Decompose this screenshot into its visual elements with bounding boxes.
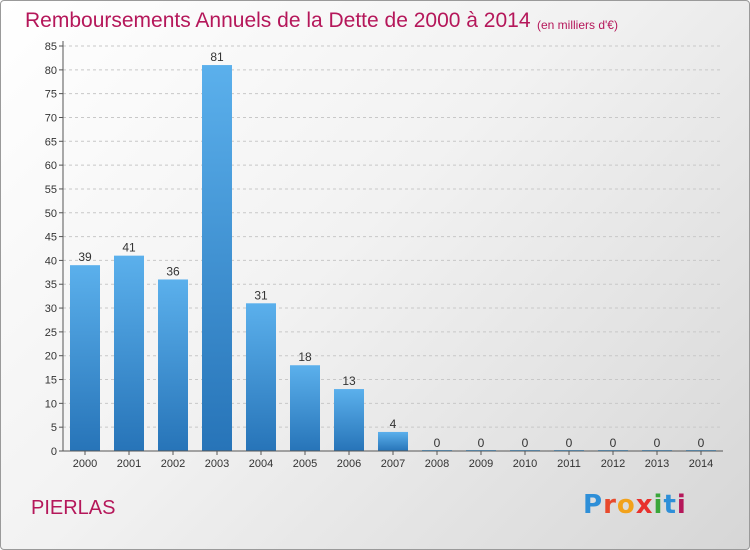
y-tick-label: 85 <box>45 41 57 53</box>
y-tick-label: 5 <box>51 422 57 434</box>
value-label-2010: 0 <box>522 436 529 450</box>
y-tick-label: 45 <box>45 232 57 244</box>
commune-name: PIERLAS <box>31 497 116 519</box>
value-label-2005: 18 <box>298 350 312 364</box>
x-tick-label-2004: 2004 <box>249 458 273 470</box>
value-label-2002: 36 <box>166 264 180 278</box>
x-tick-label-2005: 2005 <box>293 458 317 470</box>
value-label-2008: 0 <box>434 436 441 450</box>
x-tick-label-2001: 2001 <box>117 458 141 470</box>
value-label-2013: 0 <box>654 436 661 450</box>
bar-2007 <box>378 431 408 451</box>
y-tick-label: 25 <box>45 327 57 339</box>
bar-2001 <box>114 255 144 451</box>
x-tick-label-2007: 2007 <box>381 458 405 470</box>
value-label-2004: 31 <box>254 288 268 302</box>
value-label-2014: 0 <box>698 436 705 450</box>
value-label-2000: 39 <box>78 250 92 264</box>
y-tick-label: 15 <box>45 375 57 387</box>
bar-2002 <box>158 279 188 451</box>
proxiti-logo: Proxiti <box>583 490 687 520</box>
value-label-2001: 41 <box>122 241 136 255</box>
x-tick-label-2008: 2008 <box>425 458 449 470</box>
y-tick-label: 20 <box>45 351 57 363</box>
x-tick-label-2009: 2009 <box>469 458 493 470</box>
x-tick-label-2012: 2012 <box>601 458 625 470</box>
x-tick-label-2006: 2006 <box>337 458 361 470</box>
y-tick-label: 40 <box>45 255 57 267</box>
bar-2003 <box>202 65 232 451</box>
bar-2005 <box>290 365 320 451</box>
bar-2006 <box>334 389 364 451</box>
y-tick-label: 55 <box>45 184 57 196</box>
x-tick-label-2011: 2011 <box>557 458 581 470</box>
value-label-2006: 13 <box>342 374 356 388</box>
y-tick-label: 50 <box>45 208 57 220</box>
value-label-2007: 4 <box>390 417 397 431</box>
value-label-2011: 0 <box>566 436 573 450</box>
y-tick-label: 30 <box>45 303 57 315</box>
x-tick-label-2002: 2002 <box>161 458 185 470</box>
bar-layer: 39 41 36 81 31 18 13 4 0 0 0 0 0 0 0 <box>70 50 716 451</box>
y-tick-label: 10 <box>45 398 57 410</box>
x-tick-label-2003: 2003 <box>205 458 229 470</box>
y-tick-label: 80 <box>45 65 57 77</box>
chart-title: Remboursements Annuels de la Dette de 20… <box>25 9 531 32</box>
y-tick-label: 0 <box>51 446 57 458</box>
value-label-2012: 0 <box>610 436 617 450</box>
value-label-2003: 81 <box>210 50 224 64</box>
y-tick-label: 35 <box>45 279 57 291</box>
y-tick-label: 65 <box>45 136 57 148</box>
x-tick-label-2013: 2013 <box>645 458 669 470</box>
bar-2004 <box>246 303 276 451</box>
x-tick-label-2010: 2010 <box>513 458 537 470</box>
y-tick-label: 70 <box>45 112 57 124</box>
bar-2000 <box>70 265 100 451</box>
x-tick-label-2014: 2014 <box>689 458 713 470</box>
x-tick-label-2000: 2000 <box>73 458 97 470</box>
value-label-2009: 0 <box>478 436 485 450</box>
y-tick-label: 60 <box>45 160 57 172</box>
y-tick-label: 75 <box>45 89 57 101</box>
chart-subtitle: (en milliers d'€) <box>537 18 618 32</box>
